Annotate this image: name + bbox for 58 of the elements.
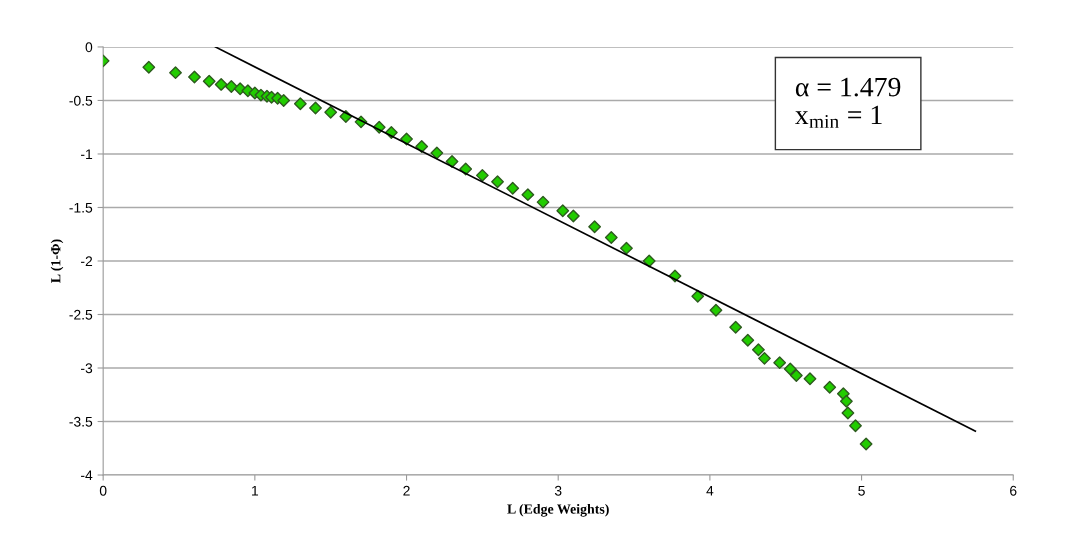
point bbox=[620, 241, 633, 255]
x-tick-label: 6 bbox=[1010, 485, 1017, 496]
point bbox=[751, 343, 765, 357]
point bbox=[588, 220, 602, 234]
point bbox=[566, 209, 580, 223]
y-tick-label: -3.5 bbox=[69, 416, 93, 427]
point bbox=[803, 372, 817, 386]
point bbox=[202, 74, 216, 88]
y-tick-label: 0 bbox=[85, 42, 93, 53]
y-tick-label: -3 bbox=[81, 363, 93, 374]
point bbox=[729, 320, 743, 334]
point bbox=[691, 289, 705, 303]
annotation: x$_{min}$ = 1 bbox=[795, 105, 882, 128]
y-tick-label: -1.5 bbox=[69, 202, 93, 213]
point bbox=[188, 70, 201, 84]
point bbox=[293, 97, 307, 111]
x-tick-label: 3 bbox=[554, 485, 562, 496]
point bbox=[521, 188, 535, 202]
point bbox=[758, 351, 771, 365]
point bbox=[783, 362, 797, 376]
x-tick-label: 0 bbox=[99, 485, 107, 496]
point bbox=[709, 303, 723, 317]
point bbox=[475, 168, 489, 182]
point bbox=[536, 195, 550, 209]
point bbox=[841, 406, 855, 420]
y-tick-label: -2.5 bbox=[69, 309, 93, 320]
x-tick-label: 1 bbox=[252, 485, 259, 496]
point bbox=[169, 66, 182, 80]
point bbox=[400, 132, 413, 146]
point bbox=[491, 175, 504, 189]
point bbox=[823, 380, 837, 394]
point bbox=[859, 437, 873, 451]
point bbox=[430, 146, 444, 160]
y-tick-label: -1 bbox=[81, 149, 93, 159]
x-tick-label: 4 bbox=[706, 485, 714, 496]
point bbox=[849, 419, 862, 433]
point bbox=[445, 155, 459, 168]
point bbox=[556, 204, 570, 218]
x-tick-label: 2 bbox=[403, 485, 410, 496]
point bbox=[324, 105, 338, 119]
point bbox=[309, 101, 322, 115]
x-axis-title: L (Edge Weights) bbox=[507, 503, 609, 517]
point bbox=[789, 369, 803, 382]
point bbox=[773, 356, 787, 370]
point bbox=[604, 231, 618, 244]
y-axis-title: L (1-Φ) bbox=[50, 239, 64, 283]
x-tick-label: 5 bbox=[858, 485, 865, 496]
y-tick-label: -2 bbox=[81, 256, 93, 267]
point bbox=[839, 394, 853, 408]
y-tick-label: -4 bbox=[81, 470, 93, 481]
point bbox=[214, 77, 228, 91]
point bbox=[277, 94, 291, 107]
point bbox=[142, 60, 156, 74]
point bbox=[506, 181, 520, 195]
y-tick-label: -0.5 bbox=[69, 95, 93, 106]
point bbox=[741, 333, 755, 347]
point bbox=[459, 162, 473, 176]
annotation: α = 1.479 bbox=[795, 77, 901, 97]
